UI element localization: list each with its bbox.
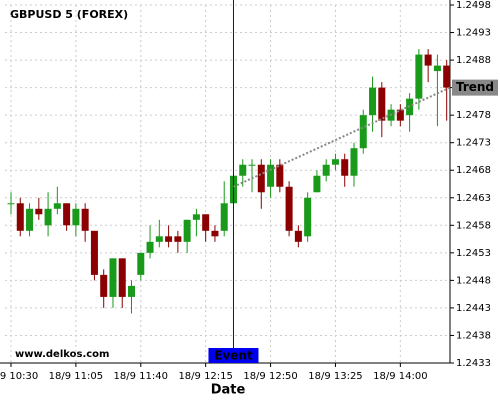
candle-body [53,203,61,209]
y-tick-label: 1.2488 [456,55,491,66]
y-tick-label: 1.2443 [456,303,491,314]
candle-body [331,159,339,165]
x-tick-label: 18/9 10:30 [0,371,38,382]
candle-body [26,208,34,231]
candle-body [128,285,136,297]
candle-body [192,214,200,220]
candle-body [137,252,145,275]
plot-area [5,5,450,363]
y-tick-label: 1.2433 [456,358,491,369]
candle-body [248,164,256,166]
candle-body [239,164,247,176]
candle-body [220,203,228,231]
candle-body [285,186,293,231]
candle-body [396,109,404,121]
y-tick-label: 1.2478 [456,110,491,121]
y-tick-label: 1.2498 [456,0,491,11]
x-axis-label: Date [211,383,246,398]
event-label: Event [214,349,253,363]
candle-body [35,208,43,215]
candle-body [146,241,154,253]
candle-body [90,230,98,275]
event-box [208,348,259,363]
x-tick-label: 18/9 11:05 [49,371,103,382]
candle-body [322,164,330,176]
candle-body [443,65,451,88]
x-tick-label: 18/9 13:25 [308,371,362,382]
y-tick-label: 1.2468 [456,165,491,176]
candle-body [183,219,191,242]
candle-body [202,214,210,231]
y-tick-label: 1.2453 [456,248,491,259]
y-tick-label: 1.2448 [456,275,491,286]
y-tick-label: 1.2458 [456,220,491,231]
candle-body [44,208,52,226]
x-tick-label: 18/9 12:50 [243,371,297,382]
candle-body [118,258,126,297]
trend-label: Trend [456,80,494,94]
candle-body [155,236,163,242]
y-tick-label: 1.2473 [456,138,491,149]
candle-body [174,236,182,242]
candle-body [369,87,377,116]
candle-body [350,148,358,176]
candle-body [100,274,108,297]
candle-body [165,236,173,242]
x-tick-label: 18/9 14:00 [373,371,427,382]
candle-body [378,87,386,121]
candle-body [276,164,284,187]
x-tick-label: 18/9 12:15 [178,371,232,382]
y-tick-label: 1.2493 [456,28,491,39]
chart-title: GBPUSD 5 (FOREX) [10,8,128,21]
candle-body [304,197,312,237]
candle-body [72,208,80,226]
candle-body [424,54,432,66]
candle-body [294,230,302,242]
candle-body [81,208,89,231]
x-tick-label: 18/9 11:40 [114,371,168,382]
candle-body [359,115,367,149]
watermark: www.delkos.com [15,349,109,360]
candle-body [415,54,423,99]
trend-box [452,79,498,96]
candle-body [63,203,71,226]
candle-body [313,175,321,193]
candle-body [109,258,117,297]
candle-body [7,203,15,205]
candle-body [433,65,441,72]
candle-body [16,203,24,231]
candle-body [341,159,349,176]
y-tick-label: 1.2463 [456,193,491,204]
y-tick-label: 1.2438 [456,330,491,341]
candle-body [257,164,265,193]
candle-body [211,230,219,237]
candle-body [267,164,275,187]
